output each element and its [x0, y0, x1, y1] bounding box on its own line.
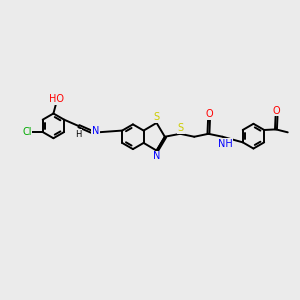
Text: H: H — [75, 130, 82, 139]
Text: O: O — [273, 106, 280, 116]
Text: N: N — [92, 126, 99, 136]
Text: O: O — [205, 110, 213, 119]
Text: S: S — [154, 112, 160, 122]
Text: S: S — [178, 123, 184, 133]
Text: NH: NH — [218, 139, 232, 149]
Text: N: N — [153, 152, 160, 161]
Text: HO: HO — [49, 94, 64, 104]
Text: Cl: Cl — [22, 127, 32, 137]
